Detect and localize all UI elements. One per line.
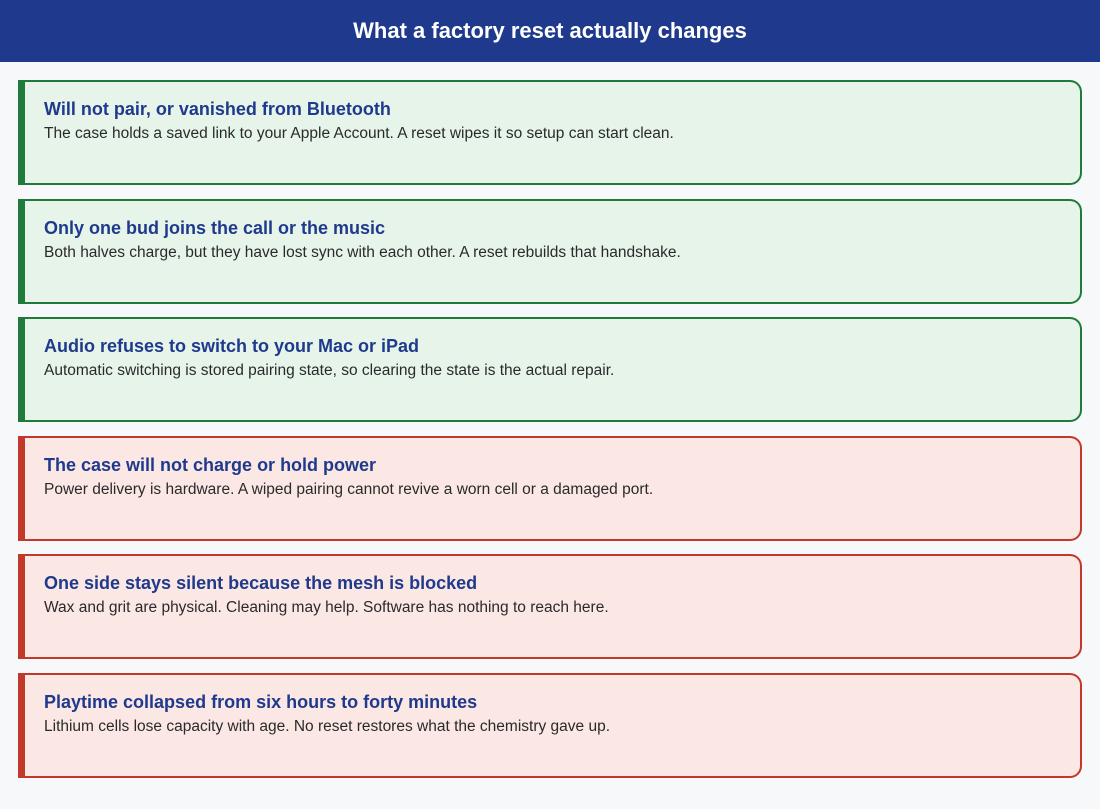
card-title: Only one bud joins the call or the music	[44, 217, 386, 238]
card-helps-switching: Audio refuses to switch to your Mac or i…	[18, 317, 1082, 422]
card-title: The case will not charge or hold power	[44, 454, 377, 475]
card-helps-sync: Only one bud joins the call or the music…	[18, 198, 1082, 304]
card-helps-pairing: Will not pair, or vanished from Bluetoot…	[18, 80, 1082, 185]
card-body: Power delivery is hardware. A wiped pair…	[44, 480, 654, 498]
card-title: Will not pair, or vanished from Bluetoot…	[44, 99, 391, 119]
card-title: One side stays silent because the mesh i…	[44, 573, 478, 593]
card-body: The case holds a saved link to your Appl…	[44, 125, 674, 142]
card-list: Will not pair, or vanished from Bluetoot…	[0, 62, 1100, 778]
card-body: Wax and grit are physical. Cleaning may …	[44, 599, 609, 616]
page-title: What a factory reset actually changes	[353, 18, 747, 43]
card-title: Playtime collapsed from six hours to for…	[44, 691, 478, 712]
card-body: Lithium cells lose capacity with age. No…	[44, 717, 611, 735]
card-no-help-mesh: One side stays silent because the mesh i…	[18, 554, 1082, 659]
card-no-help-charging: The case will not charge or hold power P…	[18, 435, 1082, 541]
page-header: What a factory reset actually changes	[0, 0, 1100, 62]
card-body: Both halves charge, but they have lost s…	[44, 243, 681, 261]
card-title: Audio refuses to switch to your Mac or i…	[44, 336, 420, 356]
card-no-help-battery: Playtime collapsed from six hours to for…	[18, 672, 1082, 778]
card-body: Automatic switching is stored pairing st…	[44, 362, 615, 379]
